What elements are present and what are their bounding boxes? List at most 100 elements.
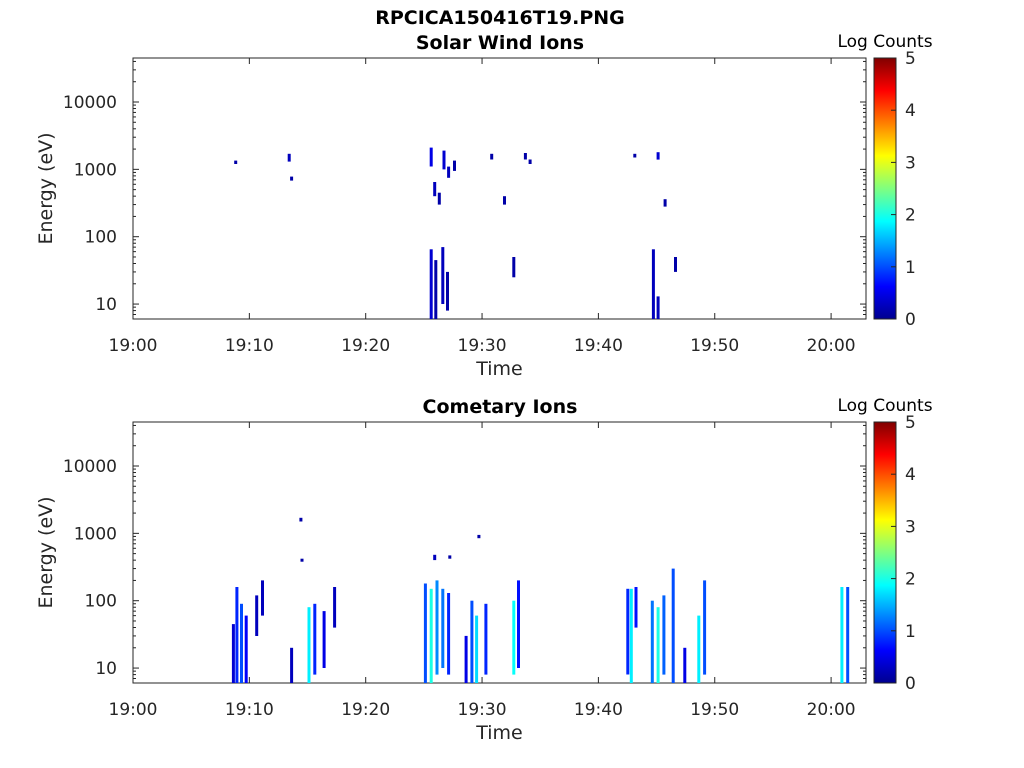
heatmap-cell	[235, 587, 239, 683]
heatmap-cell	[656, 607, 660, 683]
chart-panel-2: Cometary Ions 19:00 19:10 19:20 19:30 19:40 19…	[35, 396, 933, 744]
heatmap-cell	[656, 152, 660, 160]
colorbar-gradient	[873, 57, 897, 320]
y-axis-label: Energy (eV)	[35, 496, 57, 608]
colorbar-tick-label: 4	[905, 101, 916, 121]
y-axis-label: Energy (eV)	[35, 132, 57, 244]
heatmap-cell	[477, 534, 481, 539]
y-tick-label: 10	[95, 295, 117, 315]
chart-title: Solar Wind Ions	[416, 32, 584, 54]
heatmap-cell	[307, 607, 311, 683]
colorbar-tick-label: 2	[905, 570, 916, 590]
x-tick-label: 19:20	[341, 700, 390, 720]
x-tick-label: 20:00	[807, 700, 856, 720]
y-tick-label: 10000	[63, 457, 117, 477]
colorbar-tick-label: 3	[905, 517, 916, 537]
x-tick-label: 19:00	[109, 700, 158, 720]
chart-panel-1: Solar Wind Ions 19:00 19:10 19:20 19:30 19:40…	[35, 32, 933, 380]
heatmap-cell	[433, 554, 437, 561]
heatmap-cell	[441, 588, 445, 668]
heatmap-cell	[512, 600, 516, 675]
y-tick-label: 1000	[74, 524, 117, 544]
x-tick-label: 20:00	[807, 336, 856, 356]
heatmap-cell	[651, 249, 655, 319]
heatmap-cell	[447, 593, 451, 675]
heatmap-cells	[231, 517, 850, 683]
x-tick-label: 19:50	[690, 336, 739, 356]
heatmap-cell	[447, 166, 451, 178]
heatmap-cell	[464, 635, 468, 683]
heatmap-cell	[435, 580, 439, 675]
heatmap-cell	[517, 580, 520, 668]
x-tick-label: 19:10	[225, 700, 274, 720]
heatmap-cell	[290, 176, 294, 181]
heatmap-cell	[240, 603, 243, 683]
heatmap-cell	[300, 558, 304, 562]
heatmap-cell	[429, 588, 433, 683]
heatmap-cell	[840, 587, 844, 683]
x-axis-label: Time	[475, 722, 523, 744]
heatmap-cell	[446, 271, 449, 311]
heatmap-cell	[528, 159, 532, 164]
heatmap-cell	[261, 580, 264, 616]
heatmap-cell	[433, 182, 437, 197]
heatmap-cell	[453, 160, 456, 171]
figure-title: RPCICA150416T19.PNG	[375, 7, 625, 29]
heatmap-cell	[448, 555, 452, 559]
heatmap-cell	[674, 257, 677, 272]
x-tick-label: 19:30	[458, 700, 507, 720]
heatmap-cell	[629, 588, 633, 683]
heatmap-cell	[503, 196, 506, 205]
heatmap-cell	[255, 595, 259, 636]
y-tick-label: 1000	[74, 160, 117, 180]
colorbar-tick-label: 0	[905, 674, 916, 694]
heatmap-cell	[512, 257, 516, 278]
colorbar-tick-label: 5	[905, 49, 916, 69]
heatmap-cell	[244, 615, 248, 683]
colorbar-tick-label: 5	[905, 413, 916, 433]
plot-area	[132, 421, 867, 684]
colorbar-tick-label: 2	[905, 206, 916, 226]
colorbar-gradient	[873, 421, 897, 684]
heatmap-cell	[683, 647, 687, 683]
x-tick-label: 19:10	[225, 336, 274, 356]
x-axis-label: Time	[475, 358, 523, 380]
heatmap-cell	[662, 595, 666, 675]
x-tick-label: 19:40	[574, 700, 623, 720]
heatmap-cell	[299, 517, 303, 522]
colorbar-tick-label: 3	[905, 153, 916, 173]
heatmap-cell	[697, 615, 701, 683]
colorbar-title: Log Counts	[837, 396, 932, 416]
heatmap-cell	[656, 296, 660, 319]
heatmap-cell	[441, 247, 445, 304]
heatmap-cell	[290, 647, 294, 683]
y-tick-label: 100	[85, 228, 117, 248]
heatmap-cell	[434, 260, 438, 319]
heatmap-cell	[322, 611, 326, 668]
heatmap-cell	[313, 603, 317, 675]
heatmap-cell	[437, 192, 441, 205]
heatmap-cell	[234, 160, 238, 164]
heatmap-cell	[470, 600, 474, 683]
x-tick-label: 19:30	[458, 336, 507, 356]
colorbar-tick-label: 1	[905, 622, 916, 642]
y-tick-label: 100	[85, 592, 117, 612]
heatmap-cell	[333, 587, 337, 628]
plot-area	[132, 57, 867, 320]
colorbar-tick-label: 1	[905, 258, 916, 278]
heatmap-cell	[429, 249, 433, 319]
y-tick-label: 10000	[63, 93, 117, 113]
heatmap-cell	[490, 153, 494, 160]
heatmap-cell	[846, 587, 850, 683]
heatmap-cell	[442, 150, 446, 170]
heatmap-cell	[287, 153, 291, 162]
heatmap-cell	[484, 603, 488, 675]
heatmap-cell	[231, 624, 235, 683]
heatmap-cell	[475, 615, 479, 683]
heatmap-cell	[634, 587, 638, 628]
x-tick-label: 19:40	[574, 336, 623, 356]
y-tick-label: 10	[95, 659, 117, 679]
